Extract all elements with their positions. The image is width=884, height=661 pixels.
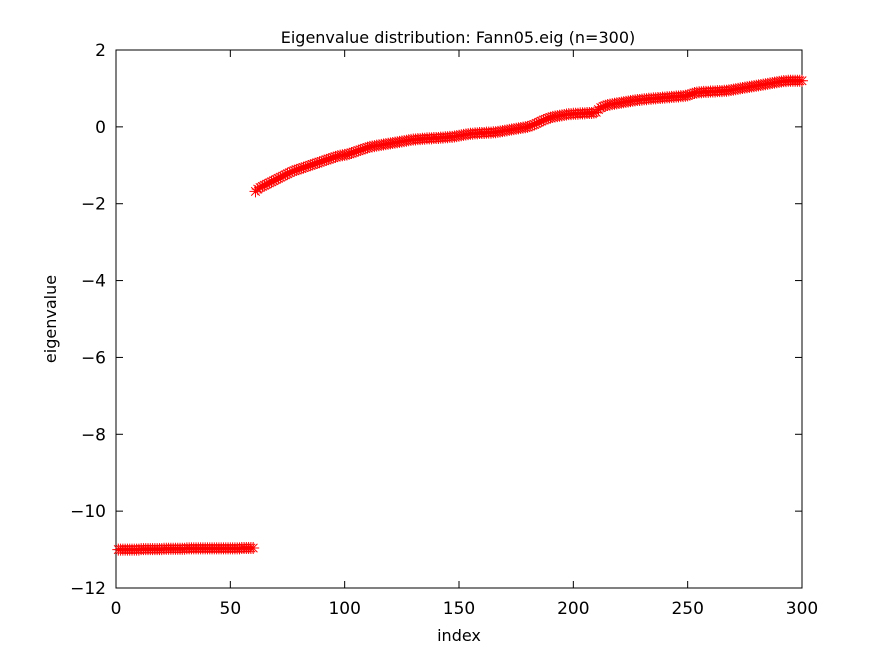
data-point <box>276 170 289 183</box>
data-point <box>270 173 283 186</box>
data-point <box>352 144 365 157</box>
data-point <box>320 153 333 166</box>
data-point <box>340 148 353 161</box>
data-point <box>329 150 342 163</box>
data-point <box>256 180 269 193</box>
data-point <box>523 120 536 133</box>
data-point <box>359 142 372 155</box>
data-point <box>311 156 324 169</box>
data-point <box>599 99 612 112</box>
y-tick-label: −2 <box>81 195 106 215</box>
data-point <box>247 542 260 555</box>
data-point <box>304 159 317 172</box>
data-point <box>263 176 276 189</box>
x-tick-label: 100 <box>328 599 360 619</box>
data-point <box>350 145 363 158</box>
data-point <box>347 146 360 159</box>
data-point <box>322 153 335 166</box>
x-tick-label: 150 <box>443 599 475 619</box>
data-point <box>530 117 543 130</box>
data-point <box>327 151 340 164</box>
x-tick-label: 250 <box>671 599 703 619</box>
x-tick-label: 300 <box>786 599 818 619</box>
data-point <box>324 152 337 165</box>
x-axis-label: index <box>437 626 481 645</box>
data-point <box>313 156 326 169</box>
data-point <box>292 163 305 176</box>
data-point <box>251 183 264 196</box>
data-point <box>537 113 550 126</box>
data-point <box>306 158 319 171</box>
data-series <box>112 74 808 556</box>
data-point <box>354 143 367 156</box>
data-point <box>542 112 555 125</box>
axis-ticks <box>115 49 803 589</box>
data-point <box>283 166 296 179</box>
data-point <box>267 174 280 187</box>
x-tick-label: 0 <box>111 599 122 619</box>
y-tick-label: −8 <box>81 425 106 445</box>
y-tick-label: 2 <box>95 41 106 61</box>
data-point <box>272 172 285 185</box>
data-point <box>297 161 310 174</box>
y-tick-label: −6 <box>81 348 106 368</box>
data-point <box>258 179 271 192</box>
chart-title: Eigenvalue distribution: Fann05.eig (n=3… <box>281 28 636 47</box>
data-point <box>594 101 607 114</box>
data-point <box>544 111 557 124</box>
data-point <box>290 163 303 176</box>
data-point <box>281 167 294 180</box>
data-point <box>539 113 552 126</box>
data-point <box>528 118 541 131</box>
data-point <box>288 164 301 177</box>
y-tick-label: −4 <box>81 272 106 292</box>
data-point <box>279 168 292 181</box>
data-point <box>299 160 312 173</box>
data-point <box>265 175 278 188</box>
y-axis-label: eigenvalue <box>41 275 60 363</box>
data-point <box>345 146 358 159</box>
data-point <box>286 165 299 178</box>
data-point <box>308 157 321 170</box>
data-point <box>681 89 694 102</box>
axis-tick-labels: 0 50 100 150 200 250 300 −12 −10 −8 −6 −4 −2 0 2 <box>70 41 818 619</box>
data-point <box>535 115 548 128</box>
data-point <box>533 116 546 129</box>
data-point <box>686 87 699 100</box>
x-tick-label: 200 <box>557 599 589 619</box>
data-point <box>343 147 356 160</box>
y-tick-label: −12 <box>70 579 106 599</box>
data-point <box>318 154 331 167</box>
y-tick-label: −10 <box>70 502 106 522</box>
y-tick-label: 0 <box>95 118 106 138</box>
data-point <box>356 143 369 156</box>
x-tick-label: 50 <box>220 599 242 619</box>
data-point <box>683 88 696 101</box>
data-point <box>315 155 328 168</box>
data-point <box>302 160 315 173</box>
data-point <box>521 120 534 133</box>
data-point <box>274 171 287 184</box>
data-point <box>361 141 374 154</box>
data-point <box>260 178 273 191</box>
data-point <box>295 162 308 175</box>
data-point <box>254 181 267 194</box>
data-point <box>796 74 808 87</box>
data-point <box>526 119 539 132</box>
data-point <box>597 100 610 113</box>
